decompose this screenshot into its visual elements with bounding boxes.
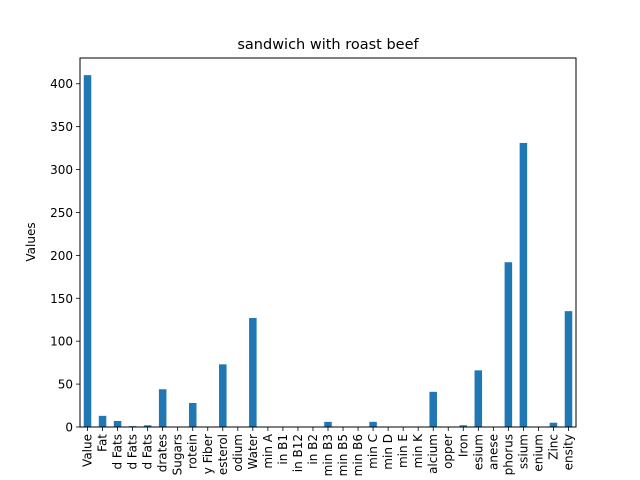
x-tick-label: phorus	[501, 434, 515, 475]
y-tick-label: 150	[50, 292, 73, 306]
x-tick-label: in B2	[306, 434, 320, 465]
x-tick-label: min B5	[336, 434, 350, 476]
y-tick-label: 100	[50, 335, 73, 349]
y-tick-label: 350	[50, 120, 73, 134]
bar	[429, 391, 437, 427]
bar	[83, 75, 92, 428]
bar	[549, 422, 558, 427]
x-tick-label: opper	[441, 434, 455, 469]
bar	[474, 370, 483, 427]
x-tick-label: d Fats	[111, 434, 125, 470]
bar	[504, 262, 513, 427]
x-tick-label: esium	[471, 434, 485, 470]
bar	[143, 425, 152, 427]
x-tick-label: in B1	[276, 434, 290, 465]
bars	[83, 75, 573, 428]
x-tick-label: Fat	[96, 434, 110, 452]
bar	[98, 415, 107, 427]
x-tick-label: Value	[81, 434, 95, 467]
bar	[188, 402, 197, 427]
x-tick-label: min K	[411, 433, 425, 468]
bar	[369, 421, 377, 427]
x-tick-label: drates	[156, 434, 170, 472]
bar	[324, 421, 332, 427]
bar	[564, 311, 573, 427]
y-axis-label: Values	[24, 222, 38, 261]
x-tick-label: alcium	[426, 434, 440, 474]
y-tick-label: 50	[58, 378, 73, 392]
y-tick-label: 200	[50, 249, 73, 263]
y-axis-ticks: 0 50 100 150 200 250 300 350 400	[50, 77, 80, 435]
x-axis-ticks: Value Fat d Fats d Fats d Fats drates Sugars ro…	[81, 427, 575, 476]
chart-title: sandwich with roast beef	[237, 37, 419, 53]
bar	[249, 318, 257, 427]
bar	[113, 420, 122, 427]
x-tick-label: min D	[381, 434, 395, 470]
y-tick-label: 300	[50, 163, 73, 177]
x-tick-label: ensity	[561, 434, 575, 470]
x-tick-label: ssium	[516, 434, 530, 469]
x-tick-label: Iron	[456, 434, 470, 457]
bar	[519, 142, 528, 427]
x-tick-label: anese	[486, 434, 500, 470]
y-tick-label: 0	[65, 421, 73, 435]
x-tick-label: Zinc	[546, 434, 560, 460]
x-tick-label: min A	[261, 433, 275, 468]
plot-frame	[79, 57, 577, 428]
x-tick-label: enium	[531, 434, 545, 472]
y-tick-label: 400	[50, 77, 73, 91]
bar	[158, 389, 167, 427]
x-tick-label: d Fats	[126, 434, 140, 470]
bar	[219, 364, 227, 427]
x-tick-label: d Fats	[141, 434, 155, 470]
x-tick-label: min B3	[321, 434, 335, 476]
x-tick-label: esterol	[216, 434, 230, 475]
x-tick-label: Sugars	[171, 434, 185, 475]
x-tick-label: y Fiber	[201, 434, 215, 474]
x-tick-label: min B6	[351, 434, 365, 476]
x-tick-label: min E	[396, 434, 410, 468]
x-tick-label: in B12	[291, 434, 305, 472]
x-tick-label: min C	[366, 434, 380, 469]
x-tick-label: Water	[246, 434, 260, 470]
x-tick-label: rotein	[186, 434, 200, 469]
bar	[459, 425, 468, 427]
y-tick-label: 250	[50, 206, 73, 220]
x-tick-label: odium	[231, 434, 245, 472]
